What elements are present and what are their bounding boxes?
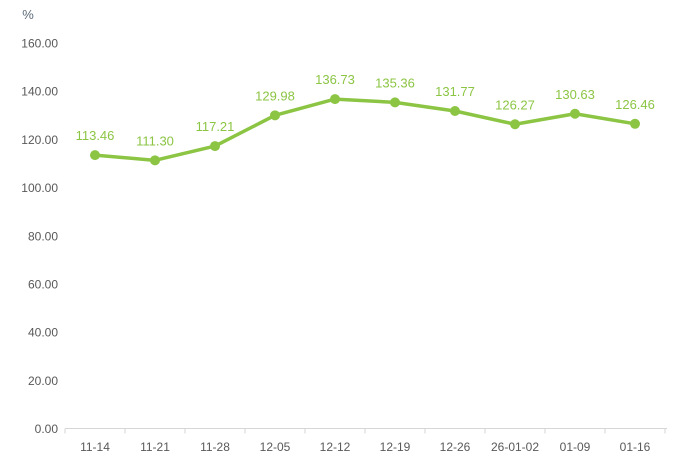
series-line (93, 97, 637, 163)
x-axis-tick-label: 01-16 (620, 440, 651, 454)
y-axis-tick-label: 20.00 (28, 374, 58, 388)
data-point-marker (150, 155, 160, 166)
x-axis-tick-label: 12-05 (260, 440, 291, 454)
y-axis-tick-label: 100.00 (21, 181, 58, 195)
data-point-label: 129.98 (255, 88, 295, 103)
x-axis-tick-label: 11-28 (200, 440, 230, 454)
x-axis-tick-label: 11-21 (140, 440, 170, 454)
data-point-label: 135.36 (375, 75, 415, 90)
y-axis-tick-label: 0.00 (35, 422, 59, 436)
x-axis-tick-label: 26-01-02 (491, 440, 539, 454)
data-point-label: 131.77 (435, 84, 475, 99)
x-axis-tick-label: 12-19 (380, 440, 411, 454)
data-point-label: 126.27 (495, 97, 535, 112)
y-axis-tick-label: 40.00 (28, 326, 58, 340)
data-point-marker (630, 118, 640, 129)
data-point-marker (570, 108, 580, 119)
data-point-label: 117.21 (196, 119, 235, 134)
data-point-label: 136.73 (315, 72, 355, 87)
data-point-label: 113.46 (76, 128, 115, 143)
x-axis-tick-label: 12-12 (320, 440, 351, 454)
data-point-marker (510, 119, 520, 130)
data-point-marker (270, 110, 280, 121)
y-axis-tick-label: 120.00 (21, 133, 58, 147)
x-axis-tick-label: 12-26 (440, 440, 471, 454)
data-point-label: 130.63 (555, 87, 595, 102)
data-point-marker (210, 141, 220, 152)
data-point-marker (90, 150, 100, 161)
data-point-label: 111.30 (136, 133, 174, 148)
data-point-marker (450, 106, 460, 117)
y-axis-tick-label: 60.00 (28, 277, 58, 291)
x-axis-tick-label: 01-09 (560, 440, 591, 454)
y-axis-tick-label: 160.00 (21, 37, 58, 51)
x-axis-tick-label: 11-14 (80, 440, 110, 454)
data-point-marker (330, 94, 340, 105)
y-axis-unit-label: % (22, 7, 34, 22)
y-axis-tick-label: 140.00 (21, 85, 58, 99)
data-point-label: 126.46 (615, 97, 655, 112)
data-point-marker (390, 97, 400, 108)
y-axis-tick-label: 80.00 (28, 229, 58, 243)
